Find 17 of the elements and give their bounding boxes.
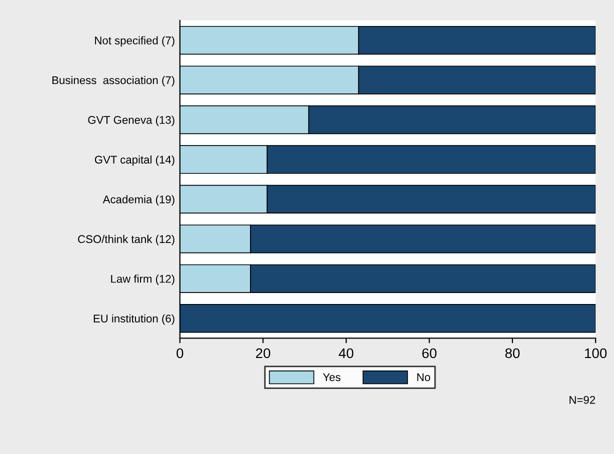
y-tick-label: Law firm (12)	[111, 274, 174, 285]
x-tick-label: 0	[176, 348, 184, 358]
y-tick-label: GVT capital (14)	[94, 155, 174, 166]
y-tick-label: EU institution (6)	[94, 314, 174, 325]
y-tick-label: Business association (7)	[52, 76, 174, 86]
x-tick-label: 60	[422, 348, 436, 358]
x-tick-label: 100	[585, 348, 607, 358]
y-tick-label: Academia (19)	[102, 195, 174, 206]
y-tick-label: GVT Geneva (13)	[88, 116, 174, 126]
text: N=92	[570, 396, 596, 404]
y-tick-label: CSO/think tank (12)	[78, 234, 174, 246]
x-tick-label: 20	[256, 348, 270, 358]
x-tick-label: 80	[505, 348, 520, 358]
legend-label: Yes	[322, 373, 340, 382]
legend-label: No	[417, 373, 430, 382]
y-tick-label: Not specified (7)	[95, 36, 174, 47]
x-tick-label: 40	[338, 348, 354, 358]
